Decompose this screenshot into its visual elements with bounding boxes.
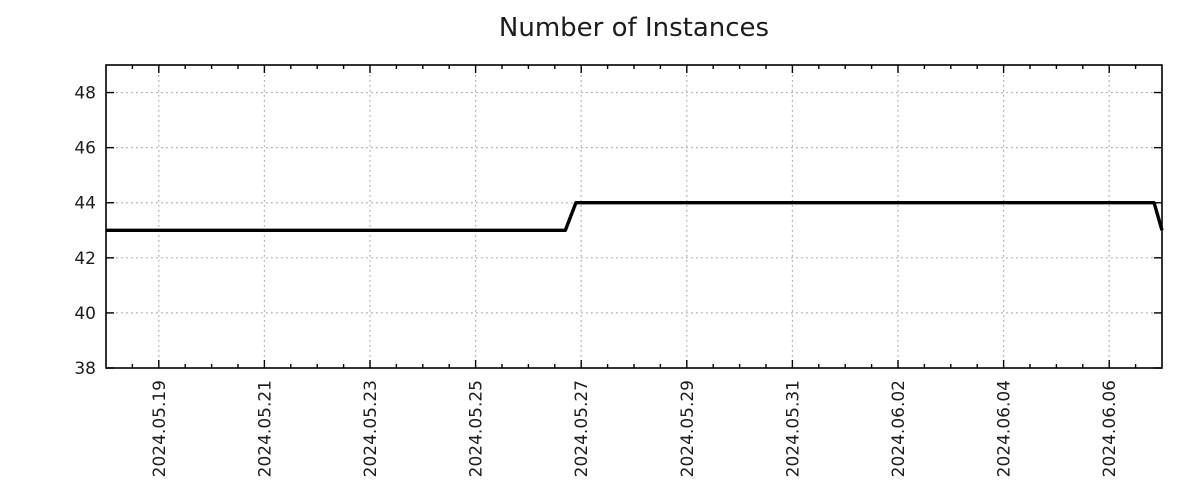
y-tick-label: 46 — [74, 139, 96, 159]
plot-border — [105, 64, 1163, 369]
x-tick-label: 2024.06.02 — [889, 380, 909, 477]
y-tick-label: 44 — [74, 194, 96, 214]
x-tick-label: 2024.06.04 — [995, 380, 1015, 477]
x-tick-labels: 2024.05.19 2024.05.21 2024.05.23 2024.05.25… — [150, 380, 1120, 477]
series-lines — [106, 201, 1164, 232]
gridlines — [106, 65, 1162, 368]
x-tick-label: 2024.05.25 — [467, 380, 487, 477]
chart-title: Number of Instances — [498, 13, 770, 43]
x-tick-label: 2024.05.31 — [783, 380, 803, 477]
x-tick-label: 2024.05.23 — [361, 380, 381, 477]
y-tick-labels: 38 40 42 44 46 48 — [74, 84, 96, 379]
series-line — [106, 201, 1164, 232]
x-tick-label: 2024.05.21 — [255, 380, 275, 477]
x-tick-label: 2024.05.27 — [572, 380, 592, 477]
y-tick-label: 40 — [74, 304, 96, 324]
x-tick-label: 2024.05.19 — [150, 380, 170, 477]
y-tick-label: 42 — [74, 249, 96, 269]
x-tick-label: 2024.05.29 — [678, 380, 698, 477]
y-tick-label: 38 — [74, 359, 96, 379]
y-tick-label: 48 — [74, 84, 96, 104]
x-tick-label: 2024.06.06 — [1100, 380, 1120, 477]
